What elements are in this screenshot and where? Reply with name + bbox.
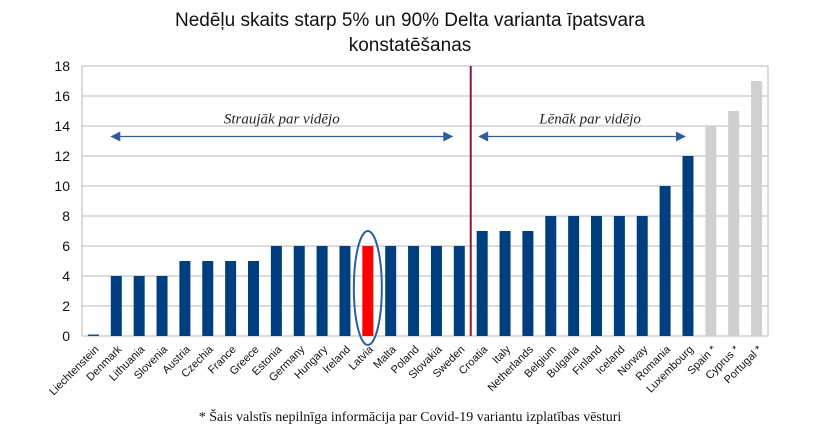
bar-denmark	[110, 276, 122, 336]
bar-ireland	[339, 246, 351, 336]
bar-sweden	[453, 246, 465, 336]
gridlines	[81, 65, 769, 337]
latvia-highlight-ellipse	[352, 230, 383, 346]
y-tick-label-0: 0	[62, 328, 70, 344]
bar-iceland	[613, 216, 625, 336]
bar-greece	[248, 261, 259, 336]
bar-austria	[179, 261, 191, 336]
bar-poland	[408, 246, 420, 336]
bar-liechtenstein	[87, 334, 99, 336]
bar-romania	[659, 186, 671, 336]
bar-slovakia	[430, 246, 442, 336]
y-tick-label-8: 8	[62, 208, 70, 224]
bar-germany	[293, 246, 305, 336]
bar-france	[225, 261, 237, 336]
bar-bulgaria	[568, 216, 580, 336]
bar-norway	[636, 216, 648, 336]
bars	[87, 81, 763, 336]
y-tick-label-10: 10	[54, 178, 70, 194]
bar-estonia	[270, 246, 282, 336]
bar-luxembourg	[682, 156, 694, 336]
chart-title-line-1: Nedēļu skaits starp 5% un 90% Delta vari…	[175, 10, 645, 31]
bar-netherlands	[522, 231, 534, 336]
left-arrowhead-start	[110, 131, 121, 142]
x-label-latvia: Latvia	[347, 343, 377, 373]
left-arrow	[110, 131, 454, 142]
y-tick-label-2: 2	[62, 298, 70, 314]
bar-czechia	[202, 261, 214, 336]
y-axis-ticks: 0 2 4 6 8 10 12 14 16 18	[54, 58, 70, 344]
bar-croatia	[476, 231, 488, 336]
y-tick-label-16: 16	[54, 88, 70, 104]
footnote: * Šais valstīs nepilnīga informācija par…	[198, 410, 622, 425]
bar-lithuania	[133, 276, 145, 336]
chart-title-line-2: konstatēšanas	[348, 35, 472, 56]
right-arrowhead-start	[478, 131, 489, 142]
right-arrow	[478, 131, 686, 142]
y-tick-label-12: 12	[54, 148, 70, 164]
bar-portugal	[751, 81, 763, 336]
chart-title: Nedēļu skaits starp 5% un 90% Delta vari…	[0, 8, 820, 58]
bar-malta	[385, 246, 397, 336]
y-tick-label-14: 14	[54, 118, 70, 134]
y-tick-label-6: 6	[62, 238, 70, 254]
bar-spain	[705, 126, 717, 336]
bar-latvia	[362, 246, 374, 336]
annotation-faster: Straujāk par vidējo	[224, 112, 340, 128]
x-axis-labels: LiechtensteinDenmarkLithuaniaSloveniaAus…	[47, 343, 765, 398]
bar-belgium	[545, 216, 557, 336]
left-arrowhead-end	[443, 131, 454, 142]
bar-cyprus	[728, 111, 740, 336]
bar-slovenia	[156, 276, 168, 336]
bar-hungary	[316, 246, 328, 336]
y-tick-label-18: 18	[54, 58, 70, 74]
y-tick-label-4: 4	[62, 268, 70, 284]
right-arrowhead-end	[675, 131, 686, 142]
bar-italy	[499, 231, 511, 336]
bar-finland	[591, 216, 602, 336]
annotation-slower: Lēnāk par vidējo	[538, 112, 641, 128]
annotations: Straujāk par vidējo Lēnāk par vidējo	[110, 66, 686, 346]
